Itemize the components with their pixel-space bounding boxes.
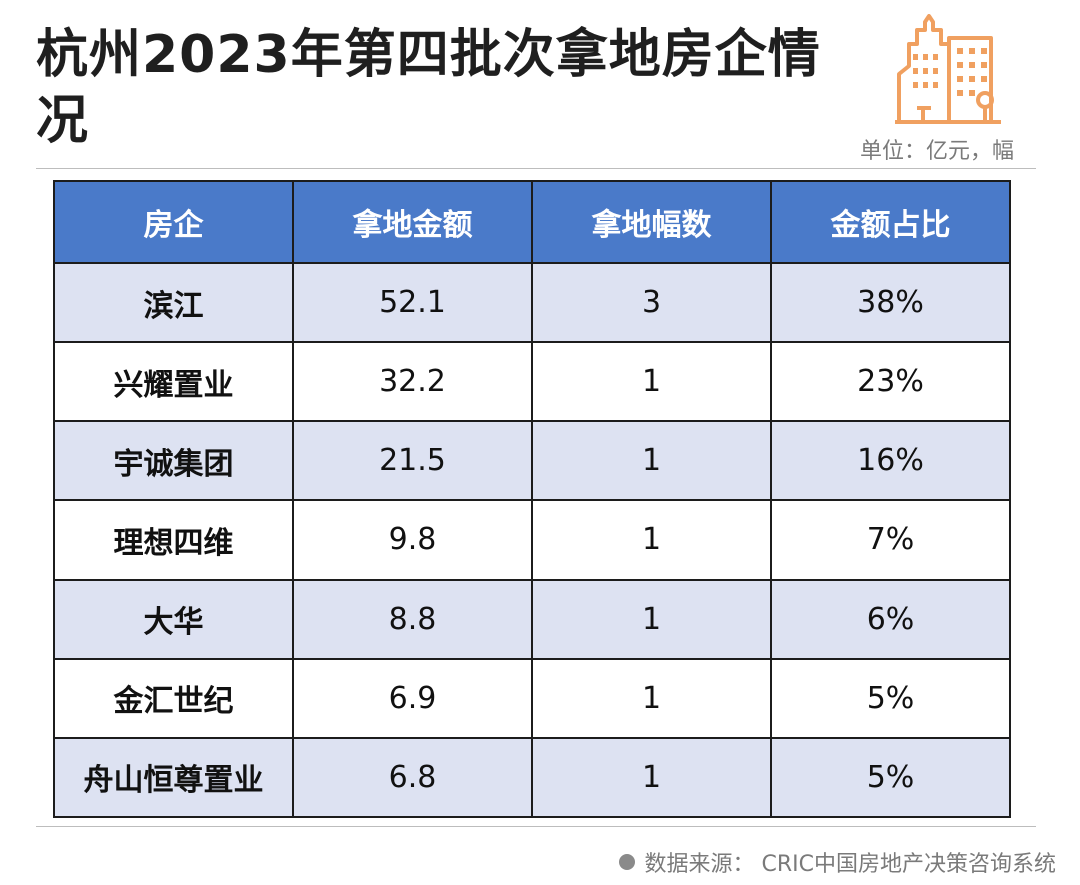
table-row: 兴耀置业 32.2 1 23% [53, 341, 1011, 423]
table-row: 舟山恒尊置业 6.8 1 5% [53, 736, 1011, 819]
amount-cell: 21.5 [292, 420, 533, 502]
parcel-count-cell: 1 [531, 578, 772, 660]
data-table: 房企 拿地金额 拿地幅数 金额占比 滨江 52.1 3 38% 兴耀置业 32.… [53, 180, 1011, 819]
developer-cell: 舟山恒尊置业 [53, 736, 294, 819]
column-header: 金额占比 [770, 180, 1011, 264]
top-divider [36, 168, 1036, 169]
share-cell: 5% [770, 736, 1011, 819]
share-cell: 7% [770, 499, 1011, 581]
amount-cell: 9.8 [292, 499, 533, 581]
table-row: 宇诚集团 21.5 1 16% [53, 420, 1011, 502]
amount-cell: 8.8 [292, 578, 533, 660]
developer-cell: 宇诚集团 [53, 420, 294, 502]
parcel-count-cell: 1 [531, 657, 772, 739]
parcel-count-cell: 1 [531, 736, 772, 819]
table-row: 理想四维 9.8 1 7% [53, 499, 1011, 581]
table-row: 滨江 52.1 3 38% [53, 261, 1011, 344]
amount-cell: 52.1 [292, 261, 533, 344]
share-cell: 5% [770, 657, 1011, 739]
parcel-count-cell: 1 [531, 341, 772, 423]
column-header: 拿地幅数 [531, 180, 772, 264]
column-header: 拿地金额 [292, 180, 533, 264]
bottom-divider [36, 826, 1036, 827]
parcel-count-cell: 3 [531, 261, 772, 344]
column-header: 房企 [53, 180, 294, 264]
building-icon [895, 14, 1001, 124]
amount-cell: 6.9 [292, 657, 533, 739]
amount-cell: 32.2 [292, 341, 533, 423]
developer-cell: 兴耀置业 [53, 341, 294, 423]
page-title: 杭州2023年第四批次拿地房企情况 [36, 25, 821, 151]
developer-cell: 金汇世纪 [53, 657, 294, 739]
share-cell: 23% [770, 341, 1011, 423]
header-row: 房企 拿地金额 拿地幅数 金额占比 [53, 180, 1011, 264]
parcel-count-cell: 1 [531, 420, 772, 502]
share-cell: 6% [770, 578, 1011, 660]
developer-cell: 滨江 [53, 261, 294, 344]
share-cell: 16% [770, 420, 1011, 502]
source-text: 数据来源： CRIC中国房地产决策咨询系统 [644, 852, 1057, 877]
unit-note: 单位：亿元，幅 [859, 139, 1014, 164]
developer-cell: 大华 [53, 578, 294, 660]
parcel-count-cell: 1 [531, 499, 772, 581]
share-cell: 38% [770, 261, 1011, 344]
bullet-dot-icon [618, 854, 635, 870]
source-note: 数据来源： CRIC中国房地产决策咨询系统 [618, 846, 1057, 878]
table-row: 金汇世纪 6.9 1 5% [53, 657, 1011, 739]
developer-cell: 理想四维 [53, 499, 294, 581]
amount-cell: 6.8 [292, 736, 533, 819]
table-row: 大华 8.8 1 6% [53, 578, 1011, 660]
